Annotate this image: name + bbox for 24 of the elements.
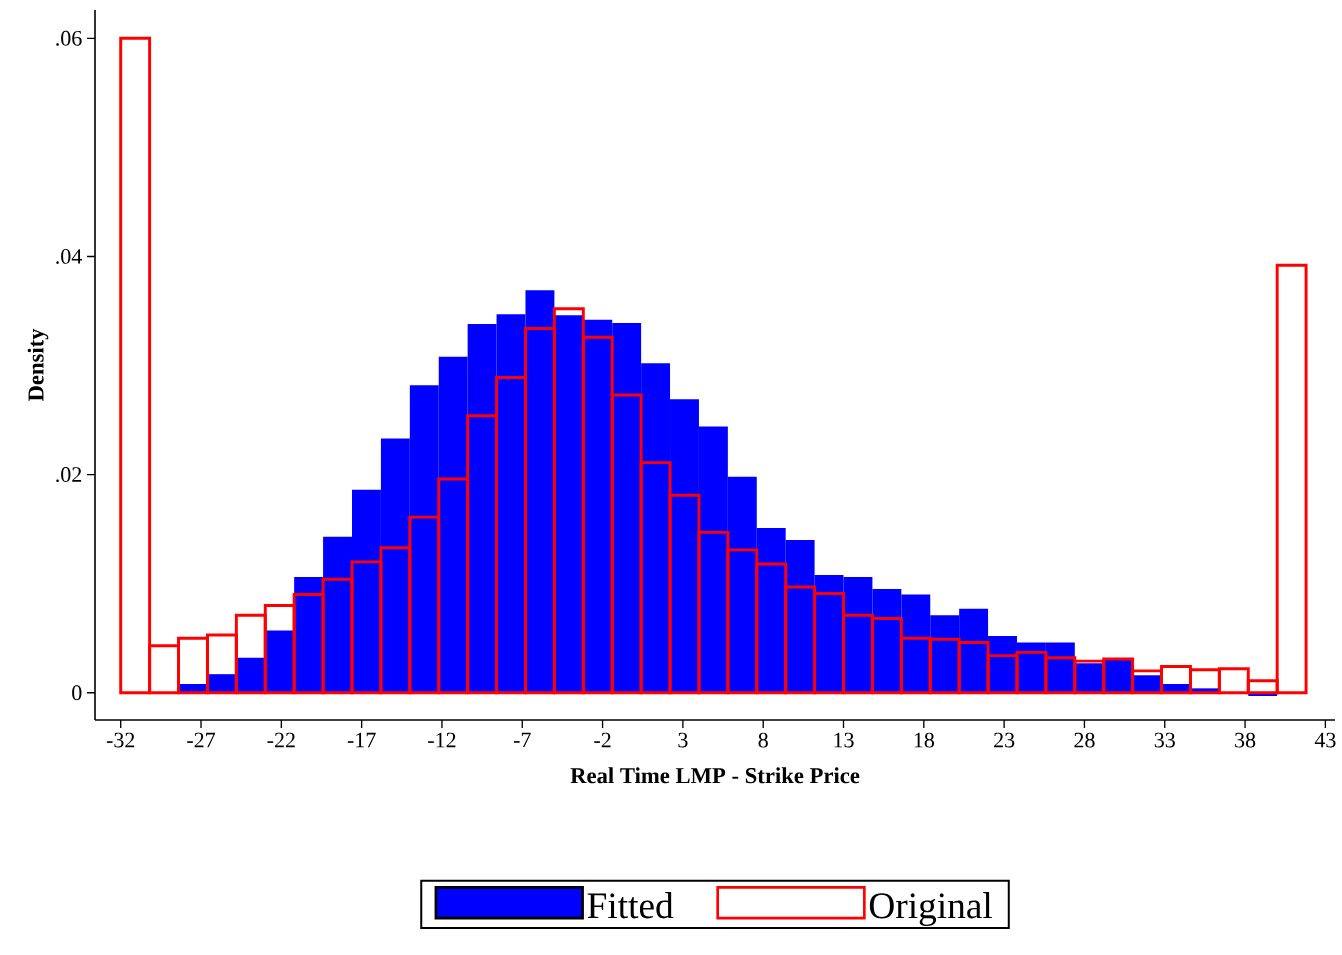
legend-label: Fitted: [587, 892, 674, 919]
x-tick-label: 38: [1235, 732, 1256, 748]
x-tick-label: -22: [267, 732, 295, 748]
x-tick-label: -17: [347, 732, 376, 748]
y-tick-label: .04: [56, 248, 82, 264]
x-tick-label: 33: [1154, 732, 1175, 748]
x-tick-label: -12: [428, 732, 456, 748]
x-tick-label: 28: [1074, 732, 1095, 748]
y-axis-title: Density: [27, 328, 49, 402]
x-tick-label: 13: [834, 732, 854, 748]
x-tick-label: -27: [187, 732, 216, 748]
x-axis-title: Real Time LMP - Strike Price: [570, 767, 860, 784]
x-tick-label: -32: [106, 732, 135, 748]
x-tick-label: 23: [994, 732, 1015, 748]
x-tick-label: -7: [513, 732, 531, 748]
x-tick-label: 43: [1314, 732, 1336, 748]
y-tick-label: 0: [72, 685, 82, 701]
y-tick-label: .06: [56, 30, 82, 46]
legend-label: Original: [869, 892, 993, 927]
y-tick-label: .02: [56, 467, 82, 483]
x-tick-label: 18: [914, 732, 934, 748]
x-tick-label: 8: [758, 732, 768, 748]
x-tick-label: -2: [594, 732, 611, 748]
x-tick-label: 3: [678, 732, 688, 748]
